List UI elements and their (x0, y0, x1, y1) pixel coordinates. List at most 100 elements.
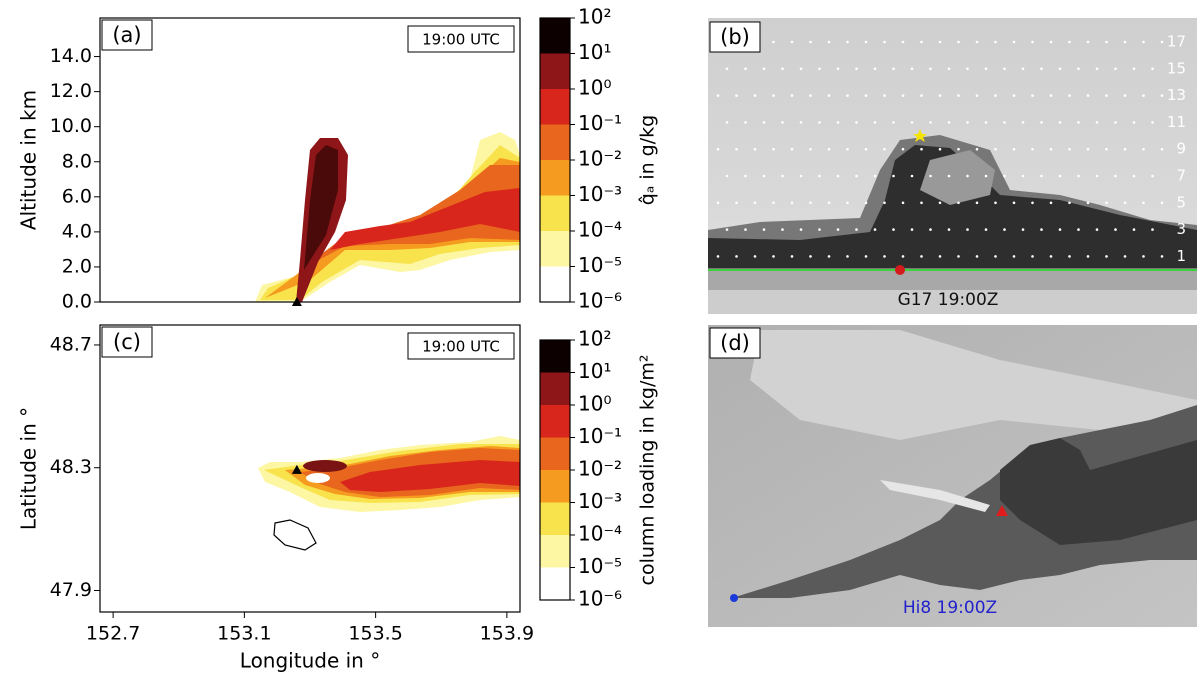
grid-dot (855, 228, 858, 231)
colorbar-tick-label: 10⁻⁵ (578, 554, 622, 578)
grid-dot (864, 147, 868, 151)
grid-dot (957, 147, 960, 151)
y-axis-label: Altitude in km (17, 90, 41, 230)
grid-dot (957, 40, 960, 44)
grid-dot (1132, 121, 1136, 124)
grid-dot (846, 255, 849, 258)
grid-dot (744, 174, 747, 178)
grid-dot (846, 201, 849, 205)
grid-dot (929, 121, 932, 124)
grid-dot (975, 201, 979, 205)
grid-dot (966, 121, 969, 124)
grid-dot (790, 255, 794, 258)
y-tick-label: 10.0 (50, 115, 92, 137)
colorbar-tick-label: 10⁰ (578, 76, 611, 100)
x-tick-label: 152.7 (86, 623, 140, 645)
grid-dot (1058, 174, 1062, 178)
colorbar-label: q̂ₐ in g/kg (637, 115, 659, 205)
grid-dot (1077, 67, 1080, 71)
grid-dot (938, 147, 942, 151)
grid-dot (827, 94, 831, 97)
time-box (407, 25, 515, 53)
grid-dot (1160, 40, 1164, 44)
grid-dot (910, 67, 914, 71)
grid-dot (836, 228, 840, 231)
grid-dot (883, 147, 886, 151)
time-label: 19:00 UTC (422, 31, 500, 49)
grid-dot (818, 174, 821, 178)
grid-dot (975, 40, 979, 44)
grid-dot (1105, 201, 1108, 205)
grid-dot (753, 201, 757, 205)
grid-dot (1142, 94, 1145, 97)
grid-dot (864, 40, 868, 44)
grid-dot (846, 40, 849, 44)
grid-dot (938, 94, 942, 97)
grid-dot (772, 255, 775, 258)
grid-dot (873, 228, 877, 231)
grid-dot (1040, 67, 1043, 71)
colorbar-segment (540, 340, 570, 373)
grid-dot (827, 255, 831, 258)
grid-dot (772, 201, 775, 205)
y-tick-label: 8.0 (62, 150, 92, 172)
grid-dot (910, 174, 914, 178)
label-box (101, 326, 153, 358)
colorbar-segment (540, 89, 570, 125)
altitude-label: 7 (1176, 167, 1186, 185)
grid-dot (975, 255, 979, 258)
grid-dot (1095, 67, 1099, 71)
grid-dot (1123, 201, 1127, 205)
caption: Hi8 19:00Z (903, 598, 997, 618)
grid-dot (901, 40, 905, 44)
grid-dot (1114, 228, 1117, 231)
grid-dot (1058, 228, 1062, 231)
grid-dot (725, 67, 729, 71)
y-tick-label: 6.0 (62, 185, 92, 207)
colorbar-segment (540, 405, 570, 438)
grid-dot (920, 147, 923, 151)
grid-dot (1123, 40, 1127, 44)
grid-dot (1068, 94, 1071, 97)
grid-dot (1031, 40, 1034, 44)
y-tick-label: 4.0 (62, 220, 92, 242)
grid-dot (1058, 67, 1062, 71)
grid-dot (957, 255, 960, 258)
grid-dot (809, 94, 812, 97)
grid-dot (753, 94, 757, 97)
grid-dot (809, 201, 812, 205)
grid-dot (1021, 228, 1025, 231)
grid-dot (846, 94, 849, 97)
grid-dot (809, 147, 812, 151)
colorbar-tick-label: 10⁻³ (578, 489, 622, 513)
colorbar-segment (540, 124, 570, 160)
grid-dot (929, 174, 932, 178)
grid-dot (818, 228, 821, 231)
colorbar-segment (540, 372, 570, 405)
colorbar-segment (540, 470, 570, 503)
grid-dot (1077, 174, 1080, 178)
y-tick-label: 0.0 (62, 291, 92, 313)
grid-dot (1151, 174, 1154, 178)
grid-dot (827, 201, 831, 205)
colorbar-tick-label: 10² (578, 327, 611, 351)
colorbar-tick-label: 10¹ (578, 359, 611, 383)
grid-dot (744, 121, 747, 124)
grid-dot (929, 228, 932, 231)
altitude-label: 11 (1167, 113, 1186, 131)
panel-label: (a) (112, 23, 141, 47)
grid-dot (864, 201, 868, 205)
grid-dot (920, 255, 923, 258)
grid-dot (929, 67, 932, 71)
x-tick-label: 153.5 (348, 623, 402, 645)
grid-dot (1021, 67, 1025, 71)
grid-dot (1086, 94, 1090, 97)
grid-dot (994, 94, 997, 97)
grid-dot (892, 121, 895, 124)
altitude-label: 1 (1176, 247, 1186, 265)
colorbar-segment (540, 567, 570, 600)
grid-dot (735, 255, 738, 258)
altitude-grid: 17 15 13 11 9 7 5 3 1 (716, 33, 1186, 265)
grid-dot (1142, 147, 1145, 151)
grid-dot (994, 255, 997, 258)
